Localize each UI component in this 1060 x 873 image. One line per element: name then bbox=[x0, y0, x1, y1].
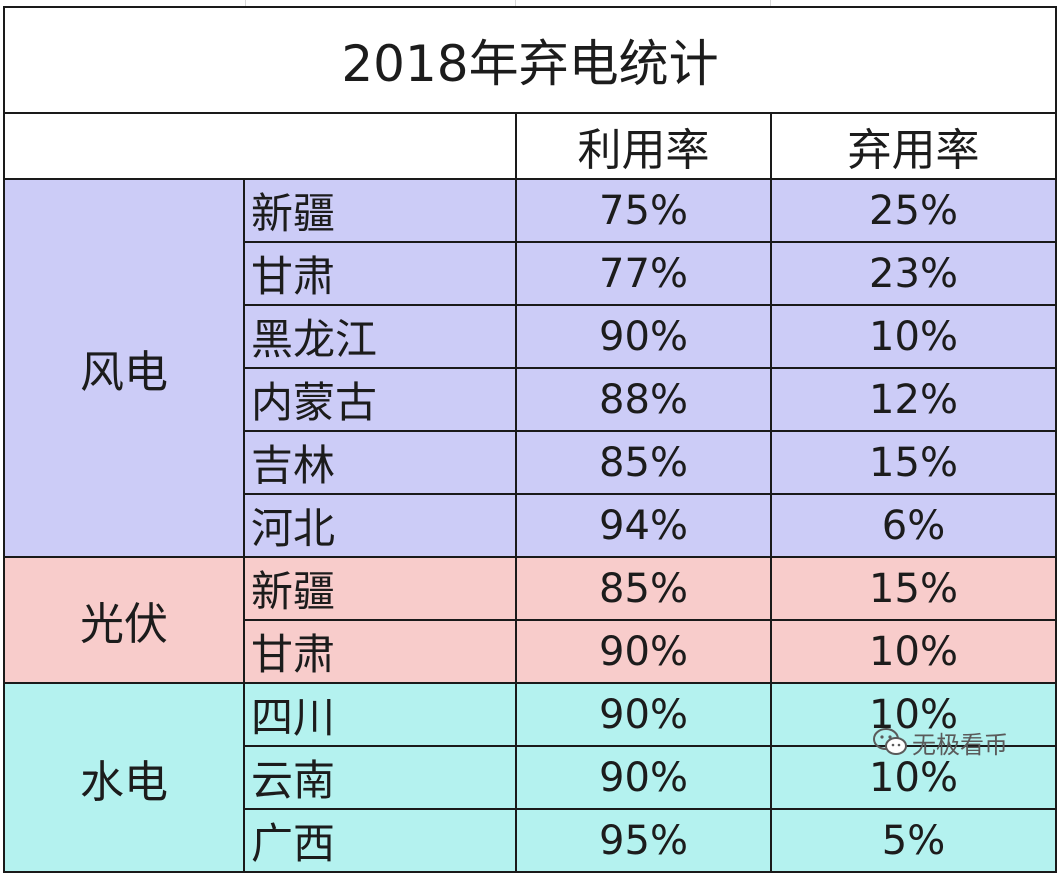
table-row: 甘肃 77% 23% bbox=[4, 241, 1057, 306]
curtailment-cell: 25% bbox=[770, 178, 1057, 243]
utilization-cell: 90% bbox=[515, 745, 772, 810]
region-cell: 黑龙江 bbox=[243, 304, 517, 369]
utilization-cell: 94% bbox=[515, 493, 772, 558]
utilization-cell: 77% bbox=[515, 241, 772, 306]
curtailment-cell: 10% bbox=[770, 304, 1057, 369]
gridline-tick bbox=[515, 0, 516, 6]
curtailment-cell: 10% bbox=[770, 619, 1057, 684]
region-cell: 新疆 bbox=[243, 556, 517, 621]
watermark-text: 无极看币 bbox=[912, 730, 1008, 759]
category-wind: 风电 bbox=[3, 178, 245, 558]
region-cell: 河北 bbox=[243, 493, 517, 558]
gridline-tick bbox=[770, 0, 771, 6]
table-row: 光伏 新疆 85% 15% bbox=[3, 556, 1057, 684]
curtailment-cell: 23% bbox=[770, 241, 1057, 306]
region-cell: 甘肃 bbox=[243, 619, 517, 684]
utilization-cell: 90% bbox=[515, 682, 772, 747]
region-cell: 新疆 bbox=[243, 178, 517, 243]
curtailment-cell: 10% bbox=[770, 682, 1057, 747]
table-title: 2018年弃电统计 bbox=[3, 6, 1057, 114]
category-hydro: 水电 bbox=[3, 682, 245, 873]
utilization-cell: 75% bbox=[515, 178, 772, 243]
utilization-cell: 90% bbox=[515, 304, 772, 369]
region-cell: 四川 bbox=[243, 682, 517, 747]
category-solar: 光伏 bbox=[3, 556, 245, 684]
region-cell: 吉林 bbox=[243, 430, 517, 495]
region-cell: 云南 bbox=[243, 745, 517, 810]
utilization-cell: 85% bbox=[515, 430, 772, 495]
header-curtailment: 弃用率 bbox=[770, 112, 1057, 180]
region-cell: 内蒙古 bbox=[243, 367, 517, 432]
utilization-cell: 90% bbox=[515, 619, 772, 684]
utilization-cell: 85% bbox=[515, 556, 772, 621]
wechat-logo-icon bbox=[872, 727, 908, 757]
curtailment-cell: 15% bbox=[770, 430, 1057, 495]
table-row: 风电 新疆 75% 25% bbox=[3, 178, 1057, 558]
header-blank-cell bbox=[3, 112, 517, 180]
table-row: 内蒙古 88% 12% bbox=[4, 367, 1057, 432]
top-gridline bbox=[0, 0, 1060, 6]
utilization-cell: 88% bbox=[515, 367, 772, 432]
utilization-cell: 95% bbox=[515, 808, 772, 873]
curtailment-cell: 6% bbox=[770, 493, 1057, 558]
watermark: 无极看币 bbox=[872, 724, 1008, 760]
region-cell: 甘肃 bbox=[243, 241, 517, 306]
header-utilization: 利用率 bbox=[515, 112, 772, 180]
curtailment-cell: 15% bbox=[770, 556, 1057, 621]
region-cell: 广西 bbox=[243, 808, 517, 873]
curtailment-cell: 5% bbox=[770, 808, 1057, 873]
gridline-tick bbox=[245, 0, 246, 6]
curtailment-cell: 12% bbox=[770, 367, 1057, 432]
